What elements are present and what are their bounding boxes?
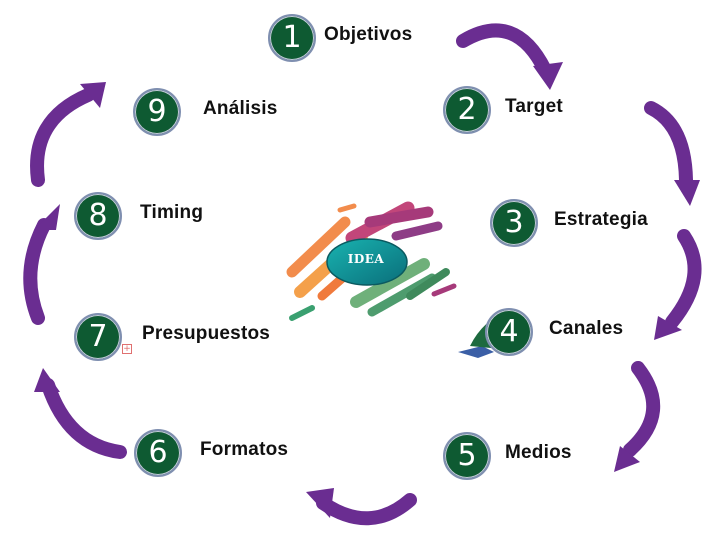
step-7-number-badge: 7 (74, 313, 122, 361)
step-1-number-badge: 1 (268, 14, 316, 62)
plus-marker-icon: + (122, 344, 132, 354)
arrowhead-9 (80, 82, 106, 108)
step-4-number-badge: 4 (485, 308, 533, 356)
step-5-number-badge: 5 (443, 432, 491, 480)
cycle-arrows (23, 23, 702, 526)
arrow-1-to-2 (456, 23, 552, 77)
step-8-number-badge: 8 (74, 192, 122, 240)
cycle-arrowheads (34, 62, 700, 518)
step-5-label: Medios (505, 442, 572, 463)
step-3-number-badge: 3 (490, 199, 538, 247)
arrowhead-6 (306, 488, 334, 518)
step-4-label: Canales (549, 318, 624, 339)
step-3-label: Estrategia (554, 209, 648, 230)
step-6-number-badge: 6 (134, 429, 182, 477)
badge-4-sticker-curl (458, 346, 494, 358)
arrowhead-7 (34, 368, 60, 392)
arrow-3-to-4 (665, 229, 702, 329)
step-8-label: Timing (140, 202, 204, 223)
center-idea-label: IDEA (347, 252, 385, 266)
arrow-6-to-7 (41, 378, 127, 459)
step-9-number-badge: 9 (133, 88, 181, 136)
arrow-8-to-9 (30, 88, 95, 187)
arrow-5-to-6 (316, 493, 417, 526)
step-2-label: Target (505, 96, 563, 117)
step-1-label: Objetivos (324, 24, 413, 45)
arrowhead-2 (533, 62, 563, 90)
idea-splash (286, 201, 457, 321)
step-9-label: Análisis (203, 98, 278, 119)
step-2-number-badge: 2 (443, 86, 491, 134)
arrow-4-to-5 (623, 361, 661, 457)
arrowhead-3 (674, 180, 700, 206)
step-7-label: Presupuestos (142, 323, 271, 344)
arrowhead-4 (654, 316, 682, 340)
arrowhead-8 (34, 204, 60, 230)
arrow-2-to-3 (644, 101, 693, 187)
arrowhead-5 (614, 446, 640, 472)
arrow-7-to-8 (23, 218, 51, 325)
step-6-label: Formatos (200, 439, 289, 460)
